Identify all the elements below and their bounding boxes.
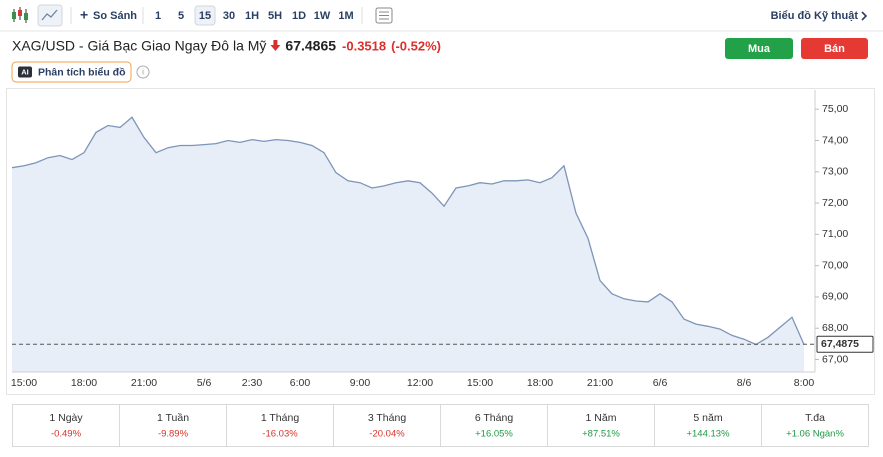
price: 67.4865	[285, 38, 336, 54]
y-tick-label: 73,00	[822, 166, 848, 178]
timeframe-button[interactable]: 5H	[268, 10, 282, 22]
period-label: 1 Ngày	[49, 412, 83, 424]
buy-button[interactable]	[725, 38, 793, 59]
plus-icon: +	[80, 7, 88, 23]
period-change: +1.06 Ngàn%	[786, 429, 844, 440]
timeframe-button[interactable]: 1M	[338, 10, 353, 22]
candle-icon[interactable]	[12, 7, 28, 23]
x-tick-label: 18:00	[71, 377, 97, 389]
sell-label: Bán	[824, 43, 845, 55]
chart-frame	[6, 88, 875, 395]
y-tick-label: 69,00	[822, 291, 848, 303]
ai-button-label: Phân tích biểu đồ	[38, 66, 126, 78]
timeframe-button[interactable]: 30	[223, 10, 235, 22]
period-change: +16.05%	[475, 429, 513, 440]
plot: Investing.com67,0068,0069,0070,0071,0072…	[11, 90, 874, 389]
x-tick-label: 8/6	[737, 377, 752, 389]
y-tick-label: 71,00	[822, 228, 848, 240]
period-label: 1 Tuần	[157, 412, 189, 424]
x-tick-label: 21:00	[131, 377, 157, 389]
x-tick-label: 21:00	[587, 377, 613, 389]
x-tick-label: 12:00	[407, 377, 433, 389]
period-change: -9.89%	[158, 429, 189, 440]
period-change: +144.13%	[686, 429, 730, 440]
x-tick-label: 18:00	[527, 377, 553, 389]
period-label: 5 năm	[693, 412, 722, 424]
ai-button[interactable]	[11, 61, 132, 83]
x-tick-label: 15:00	[11, 377, 37, 389]
period-change: -0.49%	[51, 429, 82, 440]
ai-badge	[18, 66, 32, 78]
x-tick-label: 5/6	[197, 377, 212, 389]
area-icon	[41, 9, 58, 21]
period-change: -16.03%	[262, 429, 298, 440]
compare-button[interactable]: So Sánh	[93, 10, 137, 22]
instrument-title: XAG/USD - Giá Bạc Giao Ngay Đô la Mỹ	[12, 38, 266, 54]
x-tick-label: 8:00	[794, 377, 815, 389]
x-tick-label: 6/6	[653, 377, 668, 389]
y-tick-label: 68,00	[822, 322, 848, 334]
timeframe-button[interactable]: 1H	[245, 10, 259, 22]
buy-label: Mua	[748, 43, 771, 55]
technical-link[interactable]: Biểu đồ Kỹ thuật	[771, 10, 859, 22]
x-tick-label: 6:00	[290, 377, 311, 389]
timeframes: 1 5 15 30 1H 5H 1D 1W 1M	[155, 5, 354, 26]
x-tick-label: 2:30	[242, 377, 263, 389]
timeframe-button[interactable]: 5	[178, 10, 184, 22]
period-label: T.đa	[805, 412, 825, 424]
price-line	[11, 116, 805, 346]
ai-badge-text: AI	[21, 67, 29, 76]
info-icon[interactable]	[136, 65, 150, 79]
price-change: -0.3518	[342, 38, 386, 53]
info-icon-i: i	[142, 68, 144, 77]
x-tick-label: 15:00	[467, 377, 493, 389]
y-tick-label: 70,00	[822, 259, 848, 271]
timeframe-button[interactable]: 1W	[314, 10, 331, 22]
sell-button[interactable]	[801, 38, 868, 59]
timeframe-button[interactable]: 1D	[292, 10, 306, 22]
period-label: 1 Năm	[586, 412, 617, 424]
down-arrow	[270, 40, 281, 51]
last-price-label: 67,4875	[821, 338, 859, 350]
y-tick-label: 72,00	[822, 197, 848, 209]
x-tick-label: 9:00	[350, 377, 371, 389]
period-label: 3 Tháng	[368, 412, 406, 424]
period-label: 6 Tháng	[475, 412, 513, 424]
timeframe-button[interactable]: 1	[155, 10, 161, 22]
period-change: +87.51%	[582, 429, 620, 440]
timeframe-button[interactable]: 15	[199, 10, 211, 22]
y-tick-label: 67,00	[822, 353, 848, 365]
period-change: -20.04%	[369, 429, 405, 440]
indicator-icon[interactable]	[375, 7, 393, 24]
price-area	[12, 117, 804, 372]
last-price-box	[816, 335, 874, 353]
performance-cells: 1 Ngày -0.49% 1 Tuần -9.89% 1 Tháng -16.03% 3 …	[49, 405, 844, 446]
y-tick-label: 75,00	[822, 103, 848, 115]
y-tick-label: 74,00	[822, 134, 848, 146]
period-label: 1 Tháng	[261, 412, 299, 424]
timeframe-active-box	[194, 5, 216, 26]
chevron	[861, 11, 868, 21]
price-change-percent: (-0.52%)	[391, 38, 441, 53]
